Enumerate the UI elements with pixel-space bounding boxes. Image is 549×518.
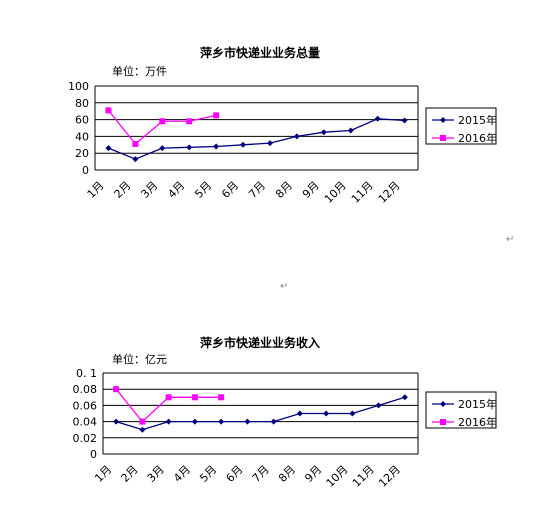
data-point	[113, 418, 120, 425]
x-tick-label: 2月	[119, 463, 141, 485]
legend-label: 2016年	[458, 131, 497, 145]
line-chart-volume: 0 20 40 60 80 100 1月 2月 3月 4月 5月 6月 7月 8月 9月 10月 11月 12月 2…	[68, 80, 497, 206]
line-chart-revenue: 00.020.040.060.080. 11月 2月 3月 4月 5月 6月 7月 8月 9月 1…	[73, 367, 498, 490]
y-tick-label: 0.08	[73, 383, 98, 396]
x-tick-label: 11月	[350, 463, 377, 490]
data-point	[240, 141, 247, 148]
legend-label: 2016年	[458, 415, 497, 429]
data-point	[293, 133, 300, 140]
y-tick-label: 0	[82, 164, 89, 177]
data-point	[401, 394, 408, 401]
legend-marker	[440, 401, 446, 407]
x-tick-label: 10月	[322, 179, 349, 206]
x-tick-label: 7月	[250, 463, 272, 485]
data-point	[213, 112, 220, 119]
data-point	[159, 145, 166, 152]
x-tick-label: 9月	[302, 463, 324, 485]
x-tick-label: 12月	[376, 179, 403, 206]
y-tick-label: 20	[75, 147, 89, 160]
x-tick-label: 10月	[324, 463, 351, 490]
data-point	[191, 394, 198, 401]
data-point	[213, 143, 220, 150]
data-point	[139, 426, 146, 433]
data-point	[105, 145, 112, 152]
x-tick-label: 4月	[165, 179, 187, 201]
data-point	[323, 410, 330, 417]
data-point	[375, 402, 382, 409]
data-point	[266, 140, 273, 147]
x-tick-label: 8月	[276, 463, 298, 485]
data-point	[132, 156, 139, 163]
data-point	[139, 418, 146, 425]
x-tick-label: 6月	[224, 463, 246, 485]
data-point	[296, 410, 303, 417]
data-point	[186, 118, 193, 125]
data-point	[165, 418, 172, 425]
data-point	[191, 418, 198, 425]
x-tick-label: 7月	[246, 179, 268, 201]
x-tick-label: 3月	[145, 463, 167, 485]
x-tick-label: 12月	[376, 463, 403, 490]
legend-marker	[440, 117, 446, 123]
y-tick-label: 0	[90, 448, 97, 461]
chart-express-volume: 萍乡市快递业业务总量 单位：万件 0 20 40 60 80 100 1月 2月 3月 4月 5月 6…	[0, 0, 549, 245]
x-tick-label: 8月	[273, 179, 295, 201]
x-tick-label: 5月	[192, 179, 214, 201]
x-tick-label: 9月	[300, 179, 322, 201]
data-point	[113, 386, 120, 393]
chart-title: 萍乡市快递业业务总量	[199, 46, 320, 60]
y-tick-label: 80	[75, 97, 89, 110]
data-point	[186, 144, 193, 151]
data-point	[320, 129, 327, 136]
data-point	[270, 418, 277, 425]
x-tick-label: 3月	[138, 179, 160, 201]
series-line	[107, 109, 217, 145]
x-tick-label: 1月	[92, 463, 114, 485]
data-point	[374, 115, 381, 122]
y-tick-label: 100	[68, 80, 89, 93]
unit-label: 单位：万件	[112, 65, 167, 78]
legend-label: 2015年	[458, 113, 497, 127]
data-point	[159, 118, 166, 125]
paragraph-mark: ↵	[506, 234, 515, 245]
legend-marker	[440, 419, 446, 425]
data-point	[218, 418, 225, 425]
paragraph-mark: ↵	[280, 281, 289, 292]
legend-marker	[440, 135, 446, 141]
data-point	[244, 418, 251, 425]
x-tick-label: 11月	[349, 179, 376, 206]
y-tick-label: 0.04	[73, 416, 98, 429]
chart-express-revenue: 萍乡市快递业业务收入 单位：亿元 0 0.02 0.04 0.06 0.08 0. 1 1月…	[0, 310, 549, 518]
y-tick-label: 0. 1	[76, 367, 97, 380]
data-point	[105, 107, 112, 114]
data-point	[347, 127, 354, 134]
data-point	[165, 394, 172, 401]
series-line	[115, 396, 406, 431]
y-tick-label: 0.02	[73, 432, 98, 445]
x-tick-label: 1月	[85, 179, 107, 201]
legend-label: 2015年	[458, 397, 497, 411]
y-tick-label: 60	[75, 114, 89, 127]
data-point	[218, 394, 225, 401]
series-line	[108, 118, 405, 160]
x-tick-label: 2月	[112, 179, 134, 201]
x-tick-label: 6月	[219, 179, 241, 201]
data-point	[349, 410, 356, 417]
data-point	[401, 117, 408, 124]
y-tick-label: 40	[75, 130, 89, 143]
x-tick-label: 5月	[197, 463, 219, 485]
chart-title: 萍乡市快递业业务收入	[199, 336, 320, 350]
y-tick-label: 0.06	[73, 399, 98, 412]
unit-label: 单位：亿元	[112, 353, 167, 366]
x-tick-label: 4月	[171, 463, 193, 485]
data-point	[132, 140, 139, 147]
